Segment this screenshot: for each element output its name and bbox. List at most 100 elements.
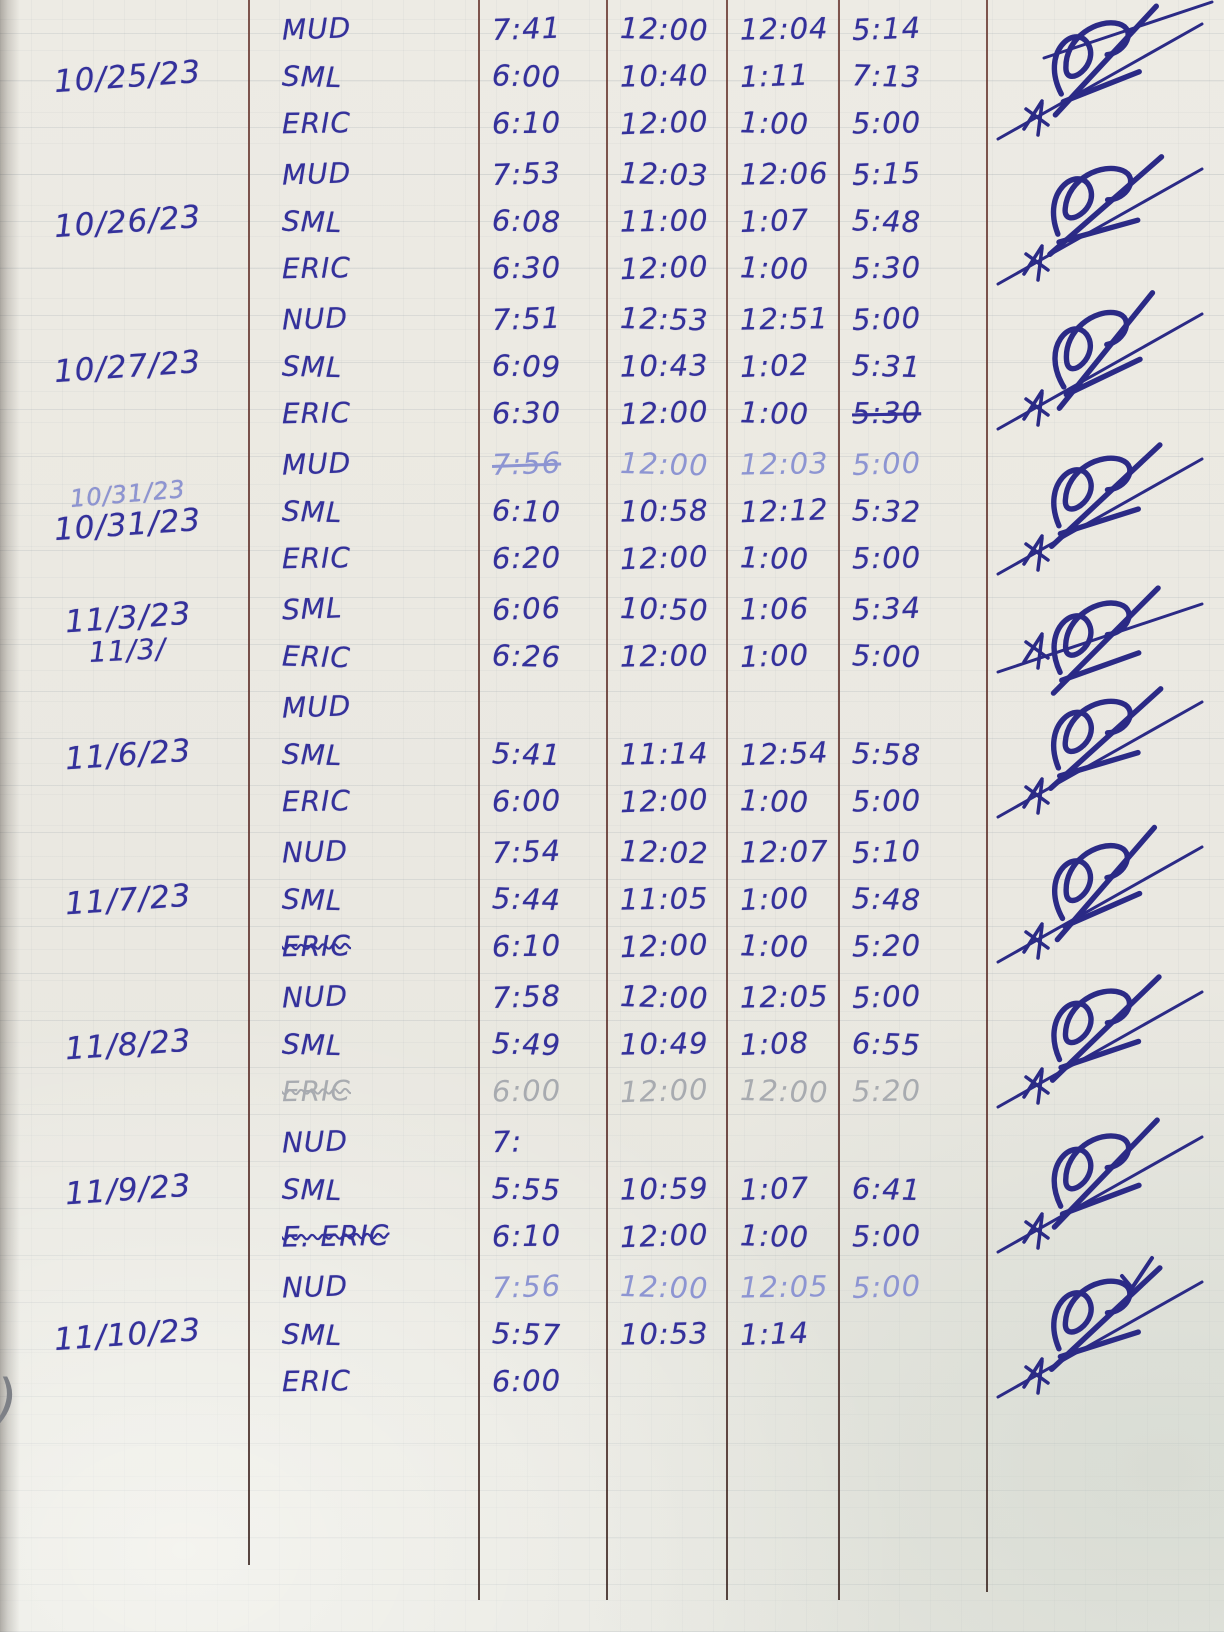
time-cell: 12:06 <box>726 151 838 198</box>
time-cell: 6:10 <box>478 923 606 970</box>
time-cell: 7:54 <box>478 829 606 876</box>
time-entry: 6:00 <box>491 58 562 95</box>
time-entry: 1:14 <box>739 1315 810 1352</box>
time-cell: 1:06 <box>726 586 838 633</box>
time-entry: 12:12 <box>739 492 830 530</box>
time-entry: 10:40 <box>619 58 709 94</box>
time-entry: 1:11 <box>739 57 810 94</box>
time-entry: 5:41 <box>491 736 562 773</box>
worker-name: NUD <box>281 834 349 870</box>
date-cell: 11/6/23 <box>0 684 248 825</box>
worker-row: ERIC <box>248 390 478 437</box>
worker-name: SML <box>281 591 344 627</box>
time-entry: 12:07 <box>739 834 829 870</box>
time-cell: 12:00 <box>606 778 726 825</box>
time-cell: 7:56 <box>478 441 606 488</box>
signature-cell <box>986 296 1224 437</box>
time-cell: 12:07 <box>726 829 838 876</box>
time-entry: 11:00 <box>619 203 709 239</box>
worker-name: ERIC <box>281 106 352 141</box>
time-cell: 5:44 <box>478 876 606 923</box>
signature-cell <box>986 1264 1224 1405</box>
time-cell: 1:00 <box>726 876 838 923</box>
time-entry: 7:53 <box>491 155 562 192</box>
signature-cell <box>986 1119 1224 1260</box>
signature-scribble <box>996 1121 1204 1254</box>
time-entry: 12:02 <box>619 834 710 871</box>
time-entry: 6:10 <box>491 105 562 141</box>
worker-row: MUD <box>248 6 478 53</box>
time-entry: 10:49 <box>619 1026 709 1062</box>
time-cell: 10:58 <box>606 488 726 535</box>
time-cell: 12:00 <box>606 1264 726 1311</box>
time-cell <box>838 684 986 731</box>
time-cell: 11:00 <box>606 198 726 245</box>
worker-row: ERIC <box>248 633 478 680</box>
time-cell: 1:02 <box>726 343 838 390</box>
time-cell: 12:12 <box>726 488 838 535</box>
time-cell <box>606 684 726 731</box>
time-cell: 1:00 <box>726 1213 838 1260</box>
time-cell: 5:30 <box>838 390 986 437</box>
time-entry: 12:03 <box>739 446 829 482</box>
time-cell: 1:00 <box>726 923 838 970</box>
signature-cell <box>986 151 1224 292</box>
worker-row: SML <box>248 586 478 633</box>
column-rule-4 <box>726 0 728 1600</box>
time-entry: 1:00 <box>739 250 810 287</box>
left-margin-paren: ) <box>0 1368 18 1433</box>
time-entry: 1:07 <box>739 1170 810 1207</box>
time-cell: 5:20 <box>838 923 986 970</box>
time-entry: 5:00 <box>851 783 922 819</box>
time-cell: 12:00 <box>606 100 726 147</box>
time-cell: 5:49 <box>478 1021 606 1068</box>
time-entry: 5:20 <box>851 1073 922 1109</box>
time-cell: 5:48 <box>838 876 986 923</box>
time-entry: 6:00 <box>491 1073 562 1109</box>
time-cell: 10:43 <box>606 343 726 390</box>
time-cell: 1:00 <box>726 535 838 582</box>
time-entry: 5:14 <box>851 10 922 47</box>
worker-row: SML <box>248 198 478 245</box>
time-entry: 7:58 <box>491 978 562 1015</box>
time-cell: 6:00 <box>478 1068 606 1115</box>
time-cell: 5:15 <box>838 151 986 198</box>
worker-name: ERIC <box>281 639 352 675</box>
time-cell: 5:00 <box>838 1213 986 1260</box>
time-entry: 5:00 <box>851 540 922 576</box>
time-entry: 1:00 <box>739 637 810 674</box>
time-cell: 6:41 <box>838 1166 986 1213</box>
time-entry: 12:00 <box>619 104 710 142</box>
column-rule-1 <box>248 0 250 1565</box>
time-entry: 12:53 <box>619 301 710 338</box>
time-entry: 12:00 <box>619 1217 710 1255</box>
time-cell: 5:00 <box>838 441 986 488</box>
time-entry: 5:00 <box>851 105 922 141</box>
date-block: 11/8/23 NUD 7:58 12:00 12:05 5:00 SML 5:49 10:49… <box>0 974 1224 1115</box>
time-entry: 5:00 <box>851 978 922 1015</box>
signature-scribble <box>996 153 1204 286</box>
time-entry: 12:00 <box>739 1073 830 1110</box>
time-cell: 1:11 <box>726 53 838 100</box>
time-entry: 1:00 <box>739 783 810 820</box>
time-cell: 12:00 <box>606 535 726 582</box>
worker-row: E. ERIC <box>248 1213 478 1260</box>
time-cell: 7:51 <box>478 296 606 343</box>
time-cell: 5:48 <box>838 198 986 245</box>
date-partial: 11/3/ <box>88 632 168 670</box>
time-cell: 12:00 <box>606 974 726 1021</box>
column-rule-5 <box>838 0 840 1600</box>
time-entry: 7:13 <box>851 58 922 95</box>
date-text: 10/27/23 <box>53 343 203 390</box>
time-entry: 6:26 <box>491 638 562 675</box>
date-cell: 10/25/23 <box>0 6 248 147</box>
time-cell: 6:00 <box>478 1358 606 1405</box>
time-entry: 12:05 <box>739 979 829 1015</box>
time-entry: 7:56 <box>491 445 562 482</box>
time-cell: 5:00 <box>838 633 986 680</box>
time-entry: 6:10 <box>491 1218 562 1254</box>
time-cell: 5:00 <box>838 1264 986 1311</box>
time-entry: 5:10 <box>851 833 922 870</box>
time-entry: 5:34 <box>851 590 922 627</box>
time-cell: 5:00 <box>838 974 986 1021</box>
